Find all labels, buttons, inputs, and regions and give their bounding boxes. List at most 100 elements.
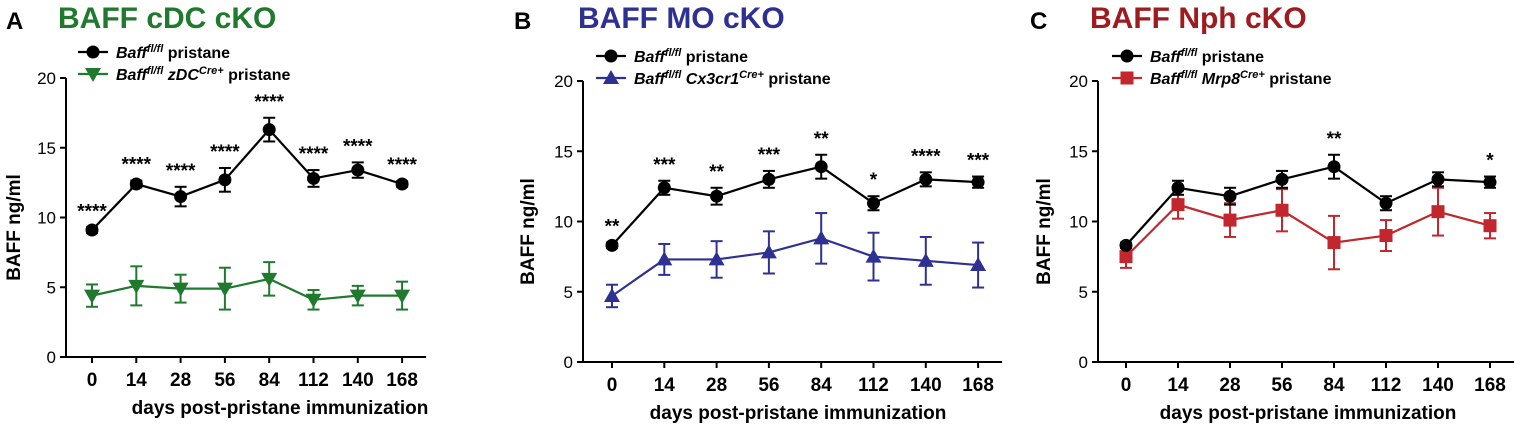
significance-label: **** (77, 201, 107, 222)
data-point (1171, 181, 1185, 195)
data-point (85, 223, 99, 237)
data-point (218, 173, 232, 187)
y-tick-label: 10 (554, 213, 573, 232)
legend-entry: Bafffl/fl zDCCre+ pristane (116, 65, 290, 84)
data-point (1171, 198, 1185, 212)
significance-label: ** (709, 162, 724, 183)
y-axis-label: BAFF ng/ml (518, 178, 539, 285)
x-tick-label: 56 (1271, 375, 1292, 396)
x-tick-label: 14 (126, 370, 148, 391)
x-axis-label: days post-pristane immunization (132, 398, 429, 419)
data-point (971, 175, 985, 189)
panel-letter: A (6, 8, 23, 35)
data-point (261, 272, 278, 287)
significance-label: ** (1327, 129, 1342, 150)
data-point (349, 289, 366, 304)
y-tick-label: 0 (564, 353, 573, 372)
y-tick-label: 5 (47, 278, 56, 297)
data-point (1327, 236, 1341, 250)
data-point (1379, 196, 1393, 210)
legend-marker (1120, 49, 1134, 63)
legend-entry: Bafffl/fl Mrp8Cre+ pristane (1150, 69, 1332, 88)
data-point (762, 172, 776, 186)
significance-label: *** (758, 145, 781, 166)
data-point (1483, 219, 1497, 233)
data-point (305, 293, 322, 308)
x-axis-label: days post-pristane immunization (650, 403, 947, 424)
legend-entry: Bafffl/fl pristane (1150, 47, 1264, 66)
y-tick-label: 10 (37, 209, 56, 228)
chart-panel-b: B BAFF MO cKO 0 5 10 15 20 0 14 28 56 84 112 140 168 da… (514, 2, 1003, 424)
x-tick-label: 168 (1474, 375, 1506, 396)
panel-title: BAFF cDC cKO (58, 2, 276, 35)
x-tick-label: 0 (87, 370, 98, 391)
series-1 (84, 261, 411, 311)
data-point (262, 123, 276, 137)
data-point (174, 190, 188, 204)
x-tick-label: 112 (1371, 375, 1402, 396)
data-point (1431, 172, 1445, 186)
y-tick-label: 5 (564, 283, 573, 302)
legend-marker (603, 70, 619, 84)
significance-label: **** (911, 146, 941, 167)
data-point (84, 289, 100, 304)
data-point (1379, 229, 1393, 243)
x-tick-label: 28 (170, 370, 191, 391)
legend-entry: Bafffl/fl Cx3cr1Cre+ pristane (634, 69, 831, 88)
series-line (91, 277, 403, 301)
data-point (604, 287, 620, 302)
x-tick-label: 84 (811, 375, 833, 396)
data-point (128, 279, 145, 294)
significance-label: **** (299, 144, 329, 165)
x-tick-label: 0 (1121, 375, 1132, 396)
data-point (1223, 189, 1237, 203)
data-point (760, 244, 777, 259)
x-tick-label: 84 (1323, 375, 1345, 396)
significance-label: **** (343, 136, 373, 157)
significance-label: *** (967, 151, 990, 172)
y-axis-label: BAFF ng/ml (4, 174, 25, 281)
data-point (867, 196, 880, 210)
x-tick-label: 140 (342, 370, 374, 391)
data-point (1119, 238, 1133, 252)
data-point (710, 189, 724, 203)
y-tick-label: 15 (1069, 142, 1088, 161)
legend-marker (604, 49, 618, 63)
data-point (172, 282, 189, 297)
significance-label: **** (122, 155, 152, 176)
data-point (394, 289, 411, 304)
significance-label: * (870, 170, 878, 191)
x-tick-label: 140 (1422, 375, 1454, 396)
chart-panel-c: C BAFF Nph cKO 0 5 10 15 20 0 14 28 56 84 112 140 168 d… (1030, 2, 1514, 424)
data-point (656, 251, 673, 266)
y-tick-label: 5 (1079, 283, 1088, 302)
data-point (813, 230, 830, 245)
data-point (129, 177, 143, 191)
panel-title: BAFF Nph cKO (1090, 2, 1307, 35)
significance-label: **** (254, 92, 284, 113)
data-point (919, 172, 933, 186)
significance-label: *** (653, 155, 676, 176)
x-tick-label: 56 (758, 375, 779, 396)
x-tick-label: 0 (607, 375, 618, 396)
series-line (1125, 165, 1491, 247)
series-1 (1119, 186, 1497, 271)
legend-entry: Bafffl/fl pristane (634, 47, 748, 66)
series-line (1125, 203, 1491, 258)
data-point (1275, 203, 1289, 217)
data-point (351, 163, 365, 177)
x-tick-label: 168 (386, 370, 418, 391)
data-point (307, 171, 320, 185)
significance-label: **** (210, 142, 240, 163)
data-point (917, 252, 934, 267)
legend-marker (85, 68, 101, 82)
x-axis-label: days post-pristane immunization (1160, 403, 1457, 424)
data-point (1431, 205, 1445, 219)
y-axis-label: BAFF ng/ml (1034, 178, 1055, 285)
data-point (814, 160, 828, 174)
y-tick-label: 15 (554, 142, 573, 161)
series-line (91, 127, 403, 231)
data-point (1275, 172, 1289, 186)
data-point (970, 257, 987, 272)
